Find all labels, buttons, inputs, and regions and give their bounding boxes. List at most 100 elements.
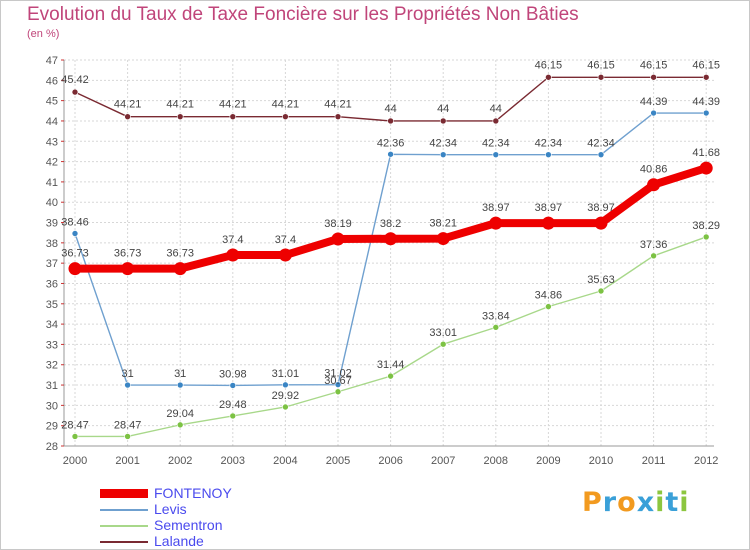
data-label: 31.01 bbox=[272, 368, 300, 380]
data-label: 38.97 bbox=[535, 202, 563, 214]
series-sementron bbox=[71, 233, 710, 440]
data-point bbox=[702, 109, 710, 117]
data-label: 42.34 bbox=[535, 138, 563, 150]
data-label: 35.63 bbox=[587, 274, 615, 286]
data-point bbox=[594, 216, 608, 230]
legend-label-fontenoy: FONTENOY bbox=[154, 485, 232, 501]
logo-letter: r bbox=[602, 487, 618, 518]
data-label: 42.34 bbox=[587, 138, 615, 150]
data-label: 44.39 bbox=[692, 96, 720, 108]
data-point bbox=[702, 73, 710, 81]
data-label: 33.84 bbox=[482, 310, 510, 322]
proxiti-logo: Proxiti bbox=[582, 487, 690, 518]
data-point bbox=[650, 109, 657, 117]
data-point bbox=[176, 113, 184, 120]
data-point bbox=[176, 381, 184, 389]
y-tick-label: 35 bbox=[46, 299, 58, 311]
x-tick-label: 2003 bbox=[221, 455, 245, 467]
y-tick-label: 45 bbox=[46, 96, 58, 108]
y-tick-label: 41 bbox=[46, 177, 58, 189]
x-tick-label: 2012 bbox=[694, 455, 718, 467]
data-label: 44.21 bbox=[114, 99, 142, 111]
data-point bbox=[229, 412, 237, 420]
data-label: 45.42 bbox=[61, 74, 89, 86]
plot-area bbox=[64, 60, 714, 446]
logo-letter: o bbox=[617, 487, 637, 518]
y-tick-label: 46 bbox=[46, 75, 58, 87]
data-point bbox=[597, 151, 605, 158]
data-point bbox=[331, 232, 345, 246]
y-tick-label: 43 bbox=[46, 136, 58, 148]
series-levis bbox=[71, 109, 710, 389]
data-label: 44 bbox=[490, 103, 502, 115]
data-point bbox=[278, 248, 292, 262]
y-tick-label: 38 bbox=[46, 238, 58, 250]
series-fontenoy bbox=[68, 161, 713, 276]
chart-title: Evolution du Taux de Taxe Foncière sur l… bbox=[27, 4, 579, 25]
data-label: 38.29 bbox=[692, 220, 720, 232]
data-point bbox=[124, 113, 131, 120]
data-point bbox=[492, 324, 500, 331]
y-tick-label: 44 bbox=[46, 116, 58, 128]
data-point bbox=[545, 303, 552, 310]
data-label: 28.47 bbox=[61, 419, 89, 431]
data-point bbox=[124, 433, 131, 440]
data-point bbox=[650, 252, 657, 260]
data-point bbox=[436, 232, 450, 246]
logo-letter: t bbox=[665, 487, 680, 518]
y-tick-label: 40 bbox=[46, 197, 58, 209]
data-point bbox=[439, 151, 447, 158]
data-label: 46.15 bbox=[587, 59, 615, 71]
data-point bbox=[439, 340, 447, 348]
data-point bbox=[647, 178, 661, 192]
data-label: 37.36 bbox=[640, 239, 668, 251]
x-tick-label: 2011 bbox=[642, 455, 666, 467]
data-label: 31.44 bbox=[377, 359, 405, 371]
y-tick-label: 39 bbox=[46, 218, 58, 230]
data-label: 31 bbox=[174, 368, 186, 380]
legend-label-sementron: Sementron bbox=[154, 517, 223, 533]
legend-label-levis: Levis bbox=[154, 501, 187, 517]
data-point bbox=[334, 388, 342, 396]
y-tick-label: 42 bbox=[46, 157, 58, 169]
data-label: 38.97 bbox=[587, 202, 615, 214]
data-point bbox=[226, 248, 240, 262]
data-label: 38.97 bbox=[482, 202, 510, 214]
data-label: 40.86 bbox=[640, 164, 668, 176]
data-point bbox=[334, 113, 342, 120]
x-tick-label: 2005 bbox=[326, 455, 350, 467]
legend-swatch-sementron bbox=[100, 525, 148, 527]
data-label: 44.21 bbox=[166, 99, 194, 111]
data-label: 46.15 bbox=[535, 59, 563, 71]
x-tick-label: 2000 bbox=[63, 455, 87, 467]
data-label: 38.21 bbox=[429, 218, 457, 230]
data-label: 29.48 bbox=[219, 399, 247, 411]
data-point bbox=[492, 117, 500, 125]
data-label: 44.21 bbox=[219, 99, 247, 111]
x-tick-label: 2008 bbox=[484, 455, 508, 467]
legend-swatch-lalande bbox=[100, 541, 148, 543]
data-point bbox=[124, 381, 131, 389]
data-label: 38.2 bbox=[380, 218, 401, 230]
y-tick-label: 34 bbox=[46, 319, 58, 331]
y-axis-unit-label: (en %) bbox=[27, 28, 60, 40]
data-label: 42.34 bbox=[482, 138, 510, 150]
data-point bbox=[597, 73, 605, 81]
data-point bbox=[121, 262, 135, 276]
data-point bbox=[545, 73, 552, 81]
data-label: 30.98 bbox=[219, 368, 247, 380]
data-label: 31 bbox=[121, 368, 133, 380]
data-label: 42.36 bbox=[377, 137, 405, 149]
legend-swatch-levis bbox=[100, 509, 148, 511]
x-tick-label: 2007 bbox=[431, 455, 455, 467]
series-lalande bbox=[71, 73, 710, 125]
data-label: 44 bbox=[384, 103, 396, 115]
data-label: 46.15 bbox=[640, 59, 668, 71]
x-tick-label: 2006 bbox=[378, 455, 402, 467]
data-point bbox=[650, 73, 657, 81]
data-label: 37.4 bbox=[222, 234, 243, 246]
data-point bbox=[71, 433, 79, 440]
data-point bbox=[173, 262, 187, 276]
x-tick-label: 2001 bbox=[115, 455, 139, 467]
data-label: 30.67 bbox=[324, 375, 352, 387]
